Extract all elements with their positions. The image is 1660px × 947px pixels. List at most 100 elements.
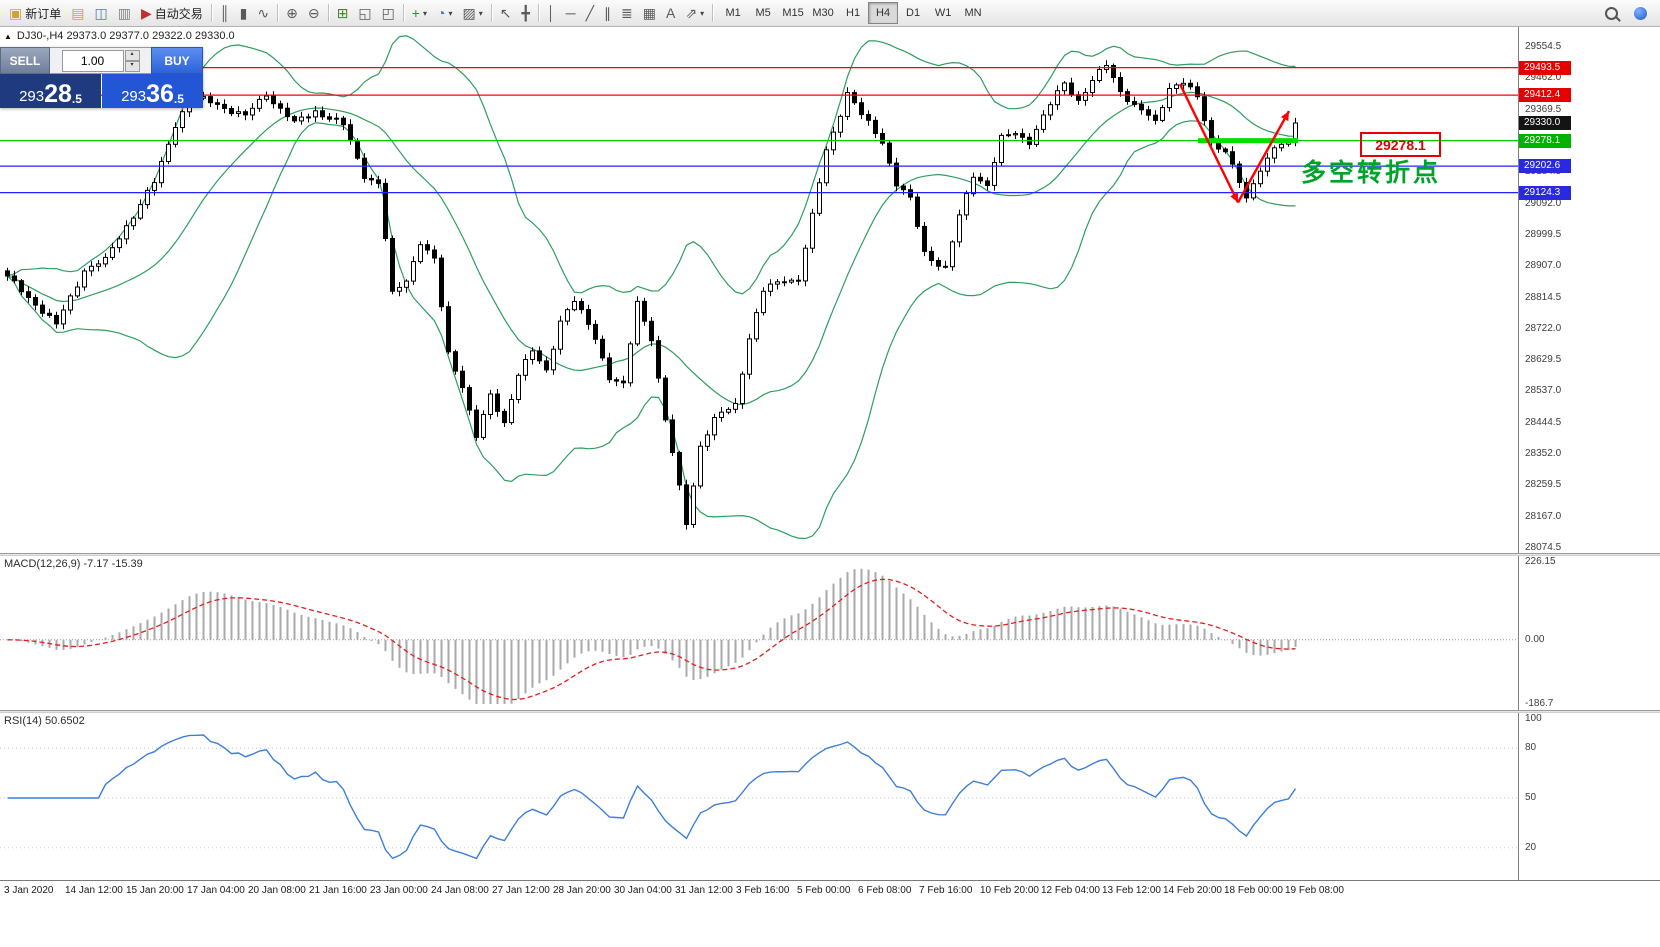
horizontal-line-button[interactable]: ─ <box>561 1 581 25</box>
time-axis-label: 7 Feb 16:00 <box>919 885 973 896</box>
price-level-tag: 29202.6 <box>1519 159 1571 173</box>
autotrading-button-label: 自动交易 <box>154 6 203 21</box>
price-axis-label: 28907.0 <box>1525 260 1562 271</box>
periods-button[interactable]: ◔ ▾ <box>432 1 457 25</box>
text-button[interactable]: A <box>661 1 680 25</box>
timeframe-button-h1[interactable]: H1 <box>846 7 861 19</box>
time-axis-label: 10 Feb 20:00 <box>980 885 1039 896</box>
fibonacci-button[interactable]: ≣ <box>616 1 638 25</box>
timeframe-button-h4[interactable]: H4 <box>868 2 899 24</box>
timeframe-button-m1[interactable]: M1 <box>725 7 741 19</box>
dropdown-caret-icon: ▾ <box>448 8 453 18</box>
toolbar-separator <box>277 4 279 22</box>
candlestick-chart-button[interactable]: ▮ <box>235 1 253 25</box>
profiles-button[interactable]: ◫ <box>89 1 112 25</box>
one-click-collapse-icon[interactable]: ▲ <box>4 31 12 41</box>
crosshair-button[interactable]: ╋ <box>516 1 534 25</box>
one-click-buttons-row: SELL ▴ ▾ BUY <box>0 47 203 74</box>
autotrading-icon: ▶ <box>140 5 152 21</box>
bars-chart-button[interactable]: ║ <box>215 1 235 25</box>
chart-shift-icon: ◰ <box>381 5 395 21</box>
cursor-icon: ↖ <box>499 5 512 21</box>
volume-down-button[interactable]: ▾ <box>124 60 140 72</box>
price-axis-label: 28167.0 <box>1525 511 1562 522</box>
shapes-button[interactable]: ▦ <box>638 1 661 25</box>
time-axis-label: 23 Jan 00:00 <box>370 885 428 896</box>
trend-arrow[interactable] <box>1178 83 1240 204</box>
price-annotation-box[interactable]: 29278.1 <box>1360 132 1441 157</box>
buy-price-big-digits: 36 <box>146 79 174 108</box>
dropdown-caret-icon: ▾ <box>422 8 427 18</box>
buy-price-sup: .5 <box>173 92 184 106</box>
zoom-out-icon: ⊖ <box>307 5 320 21</box>
price-axis-label: 28259.5 <box>1525 479 1562 490</box>
autoscroll-button[interactable]: ◱ <box>353 1 376 25</box>
trend-arrow-head <box>1280 111 1289 122</box>
time-axis-label: 13 Feb 12:00 <box>1102 885 1161 896</box>
cursor-button[interactable]: ↖ <box>495 1 517 25</box>
chart-ohlc-text: DJ30-,H4 29373.0 29377.0 29322.0 29330.0 <box>16 30 235 42</box>
indicators-button[interactable]: + ▾ <box>407 1 432 25</box>
zoom-in-button[interactable]: ⊕ <box>281 1 303 25</box>
timeframe-button-m30[interactable]: M30 <box>812 7 834 19</box>
sell-button[interactable]: SELL <box>0 47 50 74</box>
toolbar-right <box>1600 1 1656 25</box>
line-chart-button[interactable]: ∿ <box>252 1 274 25</box>
sell-price-prefix: 293 <box>19 88 45 105</box>
new-order-button[interactable]: ▣ 新订单 <box>4 1 66 25</box>
vertical-line-button[interactable]: │ <box>542 1 561 25</box>
panel-separator[interactable] <box>0 710 1660 713</box>
trendline-button[interactable]: ╱ <box>581 1 599 25</box>
arrows-icon: ⇗ <box>685 5 698 21</box>
timeframe-button-m15[interactable]: M15 <box>782 7 804 19</box>
buy-button[interactable]: BUY <box>151 47 203 74</box>
templates-button[interactable]: ▨ ▾ <box>457 1 487 25</box>
candlestick-chart <box>0 35 1518 540</box>
time-axis-label: 3 Feb 16:00 <box>736 885 790 896</box>
templates-icon: ▨ <box>462 5 476 21</box>
price-axis-label: 29092.0 <box>1525 198 1562 209</box>
channel-button[interactable]: ∥ <box>599 1 616 25</box>
sell-price[interactable]: 293 28.5 <box>0 74 101 108</box>
time-axis-label: 17 Jan 04:00 <box>187 885 245 896</box>
price-level-tag: 29278.1 <box>1519 134 1571 148</box>
charts-button[interactable]: ▤ <box>66 1 89 25</box>
time-axis-label: 31 Jan 12:00 <box>675 885 733 896</box>
search-icon <box>1605 6 1618 20</box>
price-axis-label: 28814.5 <box>1525 292 1562 303</box>
time-axis-label: 15 Jan 20:00 <box>126 885 184 896</box>
autotrading-button[interactable]: ▶ 自动交易 <box>136 1 208 25</box>
tile-windows-button[interactable]: ⊞ <box>332 1 354 25</box>
trend-arrow-head <box>1230 192 1238 203</box>
search-button[interactable] <box>1600 1 1623 25</box>
time-axis-label: 12 Feb 04:00 <box>1041 885 1100 896</box>
macd-axis-label: 226.15 <box>1525 556 1556 567</box>
timeframe-button-w1[interactable]: W1 <box>934 7 952 19</box>
volume-input[interactable] <box>61 49 124 72</box>
volume-area: ▴ ▾ <box>50 47 151 74</box>
toolbar-button-groups: ▣ 新订单 ▤ ◫ ▥ ▶ 自动交易 ║ ▮ ∿ ⊕ ⊖ ⊞ ◱ ◰ + ▾ ◔ ▾ ▨ ▾ ↖ ╋ │ ─ ╱ ∥ ≣ ▦ A ⇗ ▾ <box>4 1 716 25</box>
panel-separator[interactable] <box>0 553 1660 556</box>
buy-price[interactable]: 293 36.5 <box>102 74 203 108</box>
timeframe-button-m5[interactable]: M5 <box>755 7 771 19</box>
macd-indicator-panel: MACD(12,26,9) -7.17 -15.39 226.15 0.00 -18… <box>0 556 1660 710</box>
price-axis-label: 29462.0 <box>1525 72 1562 83</box>
rsi-axis-label: 80 <box>1525 742 1537 753</box>
zoom-out-button[interactable]: ⊖ <box>303 1 325 25</box>
timeframe-button-mn[interactable]: MN <box>964 7 982 19</box>
data-window-button[interactable]: ▥ <box>113 1 136 25</box>
sell-price-sup: .5 <box>71 92 82 106</box>
arrows-button[interactable]: ⇗ ▾ <box>680 1 709 25</box>
price-axis-label: 28537.0 <box>1525 385 1562 396</box>
chart-shift-button[interactable]: ◰ <box>377 1 400 25</box>
price-axis-label: 29369.5 <box>1525 104 1562 115</box>
toolbar-separator <box>402 4 404 22</box>
buy-price-prefix: 293 <box>121 88 147 105</box>
time-axis-label: 14 Jan 12:00 <box>65 885 123 896</box>
timeframe-button-d1[interactable]: D1 <box>906 7 921 19</box>
trend-arrow[interactable] <box>1236 110 1291 204</box>
time-axis[interactable]: 3 Jan 2020 14 Jan 12:00 15 Jan 20:00 17 Jan… <box>0 880 1660 947</box>
turning-point-text[interactable]: 多空转折点 <box>1301 159 1442 187</box>
community-button[interactable] <box>1629 1 1652 25</box>
volume-up-button[interactable]: ▴ <box>124 49 140 61</box>
